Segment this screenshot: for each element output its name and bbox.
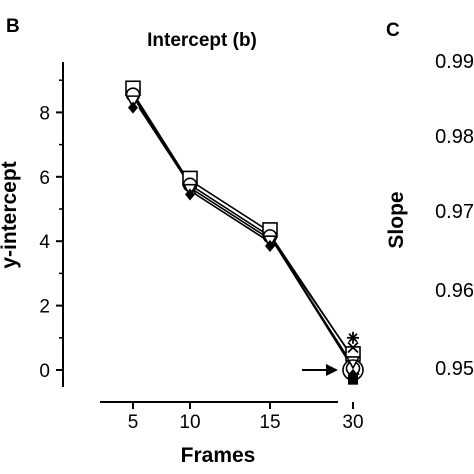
y-tick-label: 4 <box>39 232 50 253</box>
panel-c: C Slope 0.99 0.98 0.97 0.96 0.95 <box>385 20 474 380</box>
x-tick-label: 30 <box>342 412 363 433</box>
y-tick-label: 8 <box>39 103 50 124</box>
x-ticks: 5 10 15 30 <box>128 402 364 433</box>
slope-y-ticks: 0.99 0.98 0.97 0.96 0.95 <box>435 51 474 380</box>
y-tick-label: 0 <box>39 361 50 382</box>
asterisk-marker <box>348 333 358 343</box>
slope-tick-label: 0.97 <box>435 201 474 223</box>
annotation-arrow <box>302 364 338 376</box>
series-line <box>129 87 351 355</box>
cross-marker <box>347 341 359 354</box>
slope-tick-label: 0.95 <box>435 358 474 380</box>
panel-b: B Intercept (b) y-intercept Frames 0 2 4 6 8… <box>0 16 364 467</box>
slope-tick-label: 0.96 <box>435 280 474 302</box>
diamond-marker <box>128 101 138 114</box>
slope-tick-label: 0.99 <box>435 51 474 73</box>
diamond-marker <box>185 188 195 201</box>
slope-axis-label: Slope <box>385 191 408 248</box>
x-axis-label: Frames <box>181 444 256 467</box>
chart-title: Intercept (b) <box>147 30 257 51</box>
y-tick-label: 2 <box>39 297 50 318</box>
panel-c-letter: C <box>386 20 400 41</box>
series-markers <box>125 80 364 385</box>
slope-tick-label: 0.98 <box>435 126 474 148</box>
x-tick-label: 10 <box>179 412 200 433</box>
diamond-marker <box>265 240 275 253</box>
x-tick-label: 5 <box>128 412 139 433</box>
y-axis-label: y-intercept <box>0 161 21 268</box>
y-ticks: 0 2 4 6 8 <box>39 79 63 382</box>
series-line <box>138 107 360 376</box>
series-lines <box>129 87 360 376</box>
arrow-head <box>326 364 338 376</box>
x-tick-label: 15 <box>259 412 280 433</box>
series-line <box>135 100 357 363</box>
panel-b-letter: B <box>6 16 20 37</box>
filled-square-marker <box>348 374 358 385</box>
series-line <box>132 94 354 369</box>
y-tick-label: 6 <box>39 168 50 189</box>
